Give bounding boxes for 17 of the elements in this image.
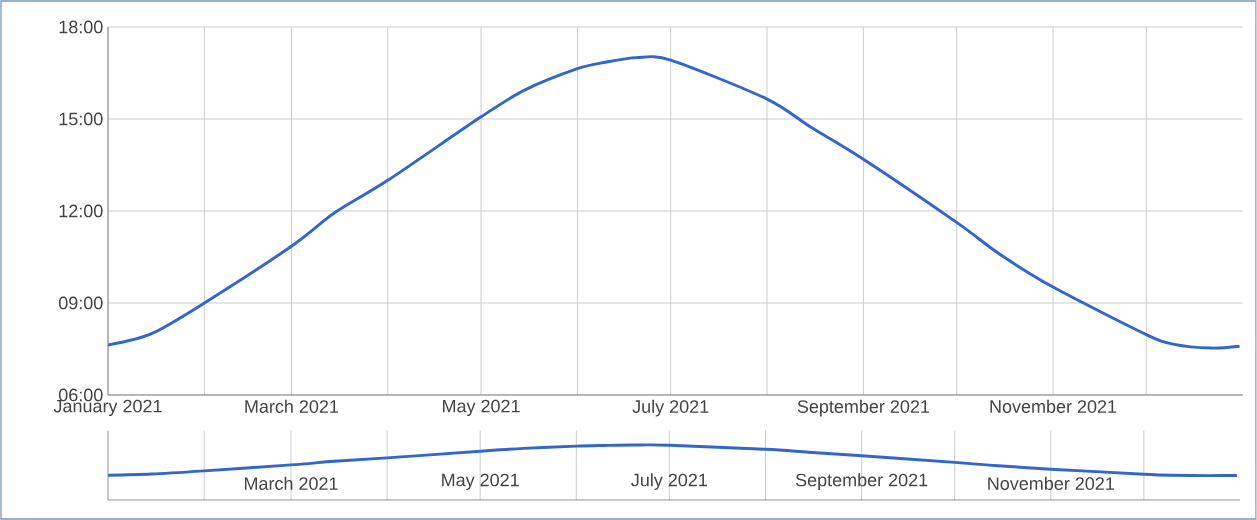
y-tick-label: 09:00	[58, 296, 103, 310]
x-tick-label: March 2021	[245, 399, 339, 413]
y-tick-label: 12:00	[59, 204, 103, 218]
x-tick-label: July 2021	[631, 473, 707, 490]
x-tick-label: May 2021	[442, 473, 519, 490]
x-tick-label: January 2021	[53, 399, 162, 417]
x-tick-label: September 2021	[797, 399, 930, 417]
x-tick-label: May 2021	[443, 399, 520, 417]
x-tick-label: November 2021	[990, 399, 1117, 413]
y-tick-label: 18:00	[59, 20, 103, 34]
y-tick-label: 06:00	[58, 388, 103, 402]
x-tick-label: March 2021	[244, 476, 338, 490]
x-tick-label: September 2021	[795, 473, 928, 490]
line-series	[108, 55, 1242, 350]
x-tick-label: July 2021	[632, 399, 709, 417]
x-tick-label: November 2021	[988, 476, 1114, 490]
y-tick-label: 15:00	[59, 112, 103, 126]
